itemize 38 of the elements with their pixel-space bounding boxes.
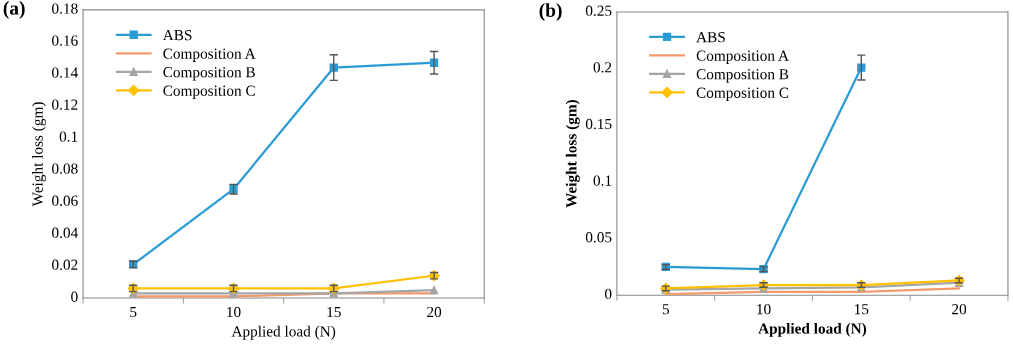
y-tick-label: 0 — [71, 291, 78, 302]
y-axis-title: Weight loss (gm) — [32, 102, 46, 207]
x-tick-label: 5 — [130, 307, 137, 318]
x-tick-label: 20 — [427, 306, 442, 318]
y-tick-label: 0.06 — [52, 195, 78, 206]
x-tick-label: 20 — [952, 304, 967, 315]
y-tick-label: 0.04 — [52, 227, 78, 238]
y-tick-label: 0.25 — [585, 5, 612, 16]
y-tick-label: 0.16 — [52, 35, 78, 46]
legend-label: Composition B — [163, 67, 255, 81]
legend-label: ABS — [696, 32, 725, 43]
y-tick-label: 0.08 — [52, 163, 78, 174]
legend-label: Composition C — [163, 85, 255, 99]
y-tick-label: 0.2 — [593, 62, 612, 73]
y-tick-label: 0.02 — [52, 259, 78, 270]
legend-label: Composition A — [696, 50, 789, 64]
legend-label: Composition C — [696, 87, 789, 101]
chart-title: (a) — [3, 1, 25, 19]
x-tick-label: 10 — [757, 304, 771, 315]
y-tick-label: 0.18 — [52, 3, 78, 14]
y-tick-label: 0.1 — [59, 131, 78, 142]
y-tick-label: 0.05 — [585, 232, 612, 243]
y-tick-label: 0 — [605, 288, 612, 300]
chart-title: (b) — [539, 3, 562, 21]
x-tick-label: 10 — [227, 306, 241, 318]
x-tick-label: 15 — [327, 306, 341, 318]
y-tick-label: 0.14 — [52, 67, 78, 78]
y-tick-label: 0.12 — [52, 99, 78, 110]
x-axis-title: Applied load (N) — [231, 325, 336, 340]
y-axis-title: Weight loss (gm) — [565, 99, 580, 208]
x-tick-label: 5 — [662, 304, 670, 315]
x-tick-label: 15 — [855, 304, 869, 315]
legend-label: Composition A — [163, 48, 256, 62]
y-tick-label: 0.1 — [593, 175, 612, 186]
y-tick-label: 0.15 — [585, 118, 612, 130]
legend-label: Composition B — [696, 69, 789, 83]
legend-label: ABS — [162, 30, 192, 41]
x-axis-title: Applied load (N) — [758, 322, 867, 337]
